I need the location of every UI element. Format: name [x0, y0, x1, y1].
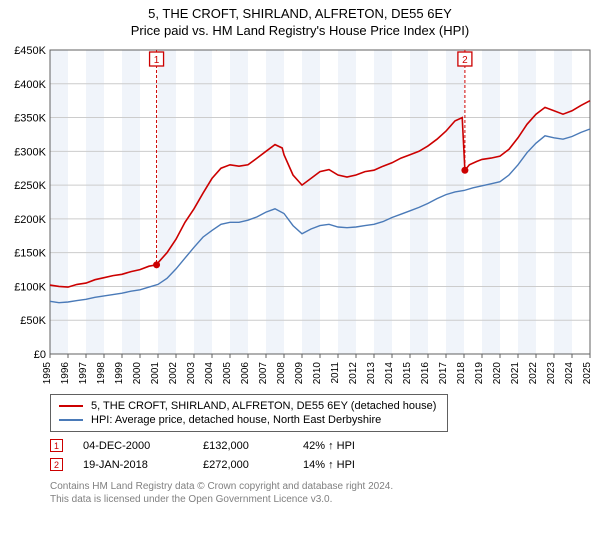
- event-row: 1 04-DEC-2000 £132,000 42% ↑ HPI: [50, 436, 592, 455]
- svg-text:1995: 1995: [42, 362, 53, 385]
- svg-text:2013: 2013: [366, 362, 377, 385]
- svg-text:2002: 2002: [168, 362, 179, 385]
- legend-swatch: [59, 405, 83, 408]
- chart-area: £0 £50K £100K £150K £200K £250K £300K £350K £400…: [8, 46, 592, 386]
- svg-text:2009: 2009: [294, 362, 305, 385]
- svg-text:2020: 2020: [492, 362, 503, 385]
- svg-text:£450K: £450K: [14, 46, 46, 57]
- event-delta: 42% ↑ HPI: [303, 440, 403, 452]
- svg-text:£50K: £50K: [20, 315, 46, 327]
- event-price: £132,000: [203, 440, 283, 452]
- svg-text:2017: 2017: [438, 362, 449, 385]
- footer-line-2: This data is licensed under the Open Gov…: [50, 493, 592, 506]
- svg-text:2023: 2023: [546, 362, 557, 385]
- event-marker: 2: [50, 458, 63, 471]
- footer-line-1: Contains HM Land Registry data © Crown c…: [50, 480, 592, 493]
- event-list: 1 04-DEC-2000 £132,000 42% ↑ HPI 2 19-JAN-201…: [50, 436, 592, 474]
- svg-text:£150K: £150K: [14, 248, 46, 260]
- svg-text:£350K: £350K: [14, 113, 46, 125]
- svg-text:2011: 2011: [330, 362, 341, 384]
- legend-item: 5, THE CROFT, SHIRLAND, ALFRETON, DE55 6…: [59, 399, 439, 413]
- svg-text:£300K: £300K: [14, 146, 46, 158]
- legend: 5, THE CROFT, SHIRLAND, ALFRETON, DE55 6…: [50, 394, 448, 432]
- svg-text:2000: 2000: [132, 362, 143, 385]
- svg-text:1: 1: [154, 55, 160, 66]
- svg-text:2012: 2012: [348, 362, 359, 385]
- legend-swatch: [59, 419, 83, 422]
- svg-text:1997: 1997: [78, 362, 89, 385]
- footer-text: Contains HM Land Registry data © Crown c…: [50, 480, 592, 506]
- svg-text:2021: 2021: [510, 362, 521, 385]
- event-date: 04-DEC-2000: [83, 440, 183, 452]
- line-chart-svg: £0 £50K £100K £150K £200K £250K £300K £350K £400…: [8, 46, 592, 386]
- svg-text:2: 2: [462, 55, 468, 66]
- event-date: 19-JAN-2018: [83, 459, 183, 471]
- svg-text:2001: 2001: [150, 362, 161, 385]
- svg-text:2007: 2007: [258, 362, 269, 385]
- legend-item: HPI: Average price, detached house, Nort…: [59, 413, 439, 427]
- chart-title: 5, THE CROFT, SHIRLAND, ALFRETON, DE55 6…: [8, 6, 592, 21]
- event-price: £272,000: [203, 459, 283, 471]
- svg-text:£250K: £250K: [14, 180, 46, 192]
- svg-text:2005: 2005: [222, 362, 233, 385]
- svg-text:2024: 2024: [564, 362, 575, 385]
- event-row: 2 19-JAN-2018 £272,000 14% ↑ HPI: [50, 455, 592, 474]
- svg-text:2019: 2019: [474, 362, 485, 385]
- svg-text:1999: 1999: [114, 362, 125, 385]
- svg-text:£0: £0: [34, 349, 46, 361]
- event-marker: 1: [50, 439, 63, 452]
- svg-text:2003: 2003: [186, 362, 197, 385]
- svg-text:£100K: £100K: [14, 281, 46, 293]
- svg-text:£200K: £200K: [14, 214, 46, 226]
- event-delta: 14% ↑ HPI: [303, 459, 403, 471]
- svg-text:2018: 2018: [456, 362, 467, 385]
- chart-subtitle: Price paid vs. HM Land Registry's House …: [8, 23, 592, 38]
- legend-label: 5, THE CROFT, SHIRLAND, ALFRETON, DE55 6…: [91, 400, 436, 412]
- legend-label: HPI: Average price, detached house, Nort…: [91, 414, 381, 426]
- svg-text:2006: 2006: [240, 362, 251, 385]
- svg-text:2010: 2010: [312, 362, 323, 385]
- svg-text:2014: 2014: [384, 362, 395, 385]
- svg-text:2016: 2016: [420, 362, 431, 385]
- svg-text:2004: 2004: [204, 362, 215, 385]
- svg-text:1998: 1998: [96, 362, 107, 385]
- svg-text:£400K: £400K: [14, 79, 46, 91]
- svg-text:2008: 2008: [276, 362, 287, 385]
- svg-text:2022: 2022: [528, 362, 539, 385]
- svg-text:2025: 2025: [582, 362, 592, 385]
- svg-text:1996: 1996: [60, 362, 71, 385]
- svg-text:2015: 2015: [402, 362, 413, 385]
